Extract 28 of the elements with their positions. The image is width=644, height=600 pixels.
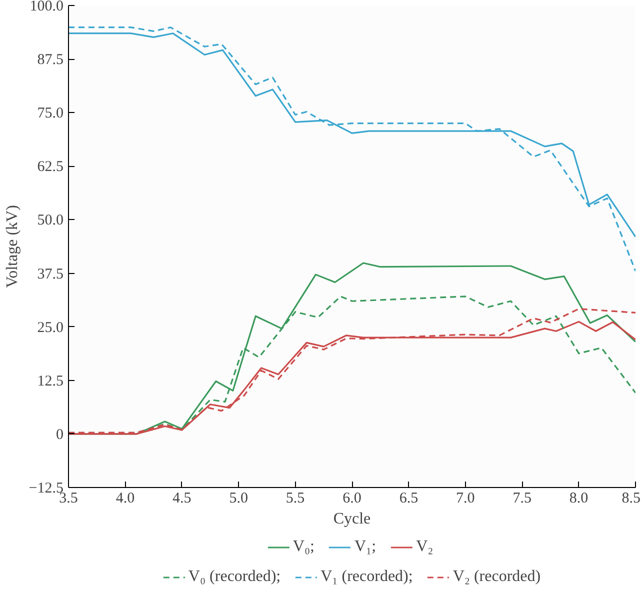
y-tick-label: 37.5	[37, 266, 64, 282]
x-tick-label: 8.5	[622, 490, 640, 506]
y-tick-label: 0	[56, 426, 64, 443]
legend-label: V₂ (recorded)	[452, 568, 541, 586]
y-tick-label: 62.5	[37, 159, 64, 176]
y-tick-label: 100.0	[30, 0, 64, 14]
y-tick-label: 25.0	[37, 320, 64, 336]
legend-label: V₁ (recorded);	[320, 568, 413, 586]
x-tick-label: 4.0	[116, 490, 135, 506]
x-tick-label: 6.5	[399, 490, 418, 506]
legend-label: V₁;	[354, 538, 376, 556]
line-series	[68, 26, 636, 272]
x-tick-label: 6.0	[342, 490, 362, 506]
legend-label: V₀ (recorded);	[188, 568, 281, 586]
y-tick-label: 50.0	[37, 212, 64, 229]
x-tick-label: 7.0	[456, 490, 475, 506]
y-tick-label: 12.5	[37, 373, 64, 390]
x-tick-label: 7.5	[512, 490, 532, 506]
x-tick-label: 8.0	[569, 490, 588, 506]
x-tick-label: 5.0	[229, 490, 248, 506]
x-axis-title: Cycle	[333, 510, 371, 528]
legend-label: V₀;	[292, 538, 314, 556]
legend-label: V₂	[416, 538, 434, 556]
x-tick-label: 5.5	[286, 490, 305, 506]
x-tick-label: 4.5	[172, 490, 192, 506]
y-tick-label: 75.0	[37, 106, 64, 122]
y-axis-title: Voltage (kV)	[4, 205, 21, 288]
y-tick-label: 87.5	[37, 52, 64, 68]
